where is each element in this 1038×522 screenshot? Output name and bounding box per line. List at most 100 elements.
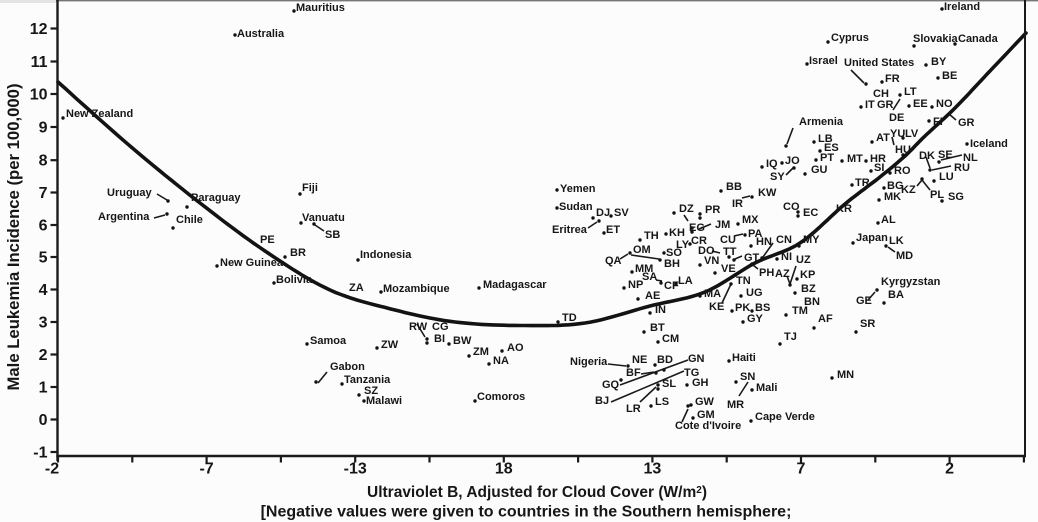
svg-text:SV: SV xyxy=(614,207,629,219)
svg-text:GE: GE xyxy=(856,295,872,307)
svg-text:Japan: Japan xyxy=(856,232,888,244)
svg-text:12: 12 xyxy=(30,21,48,38)
svg-text:AZ: AZ xyxy=(775,268,790,280)
svg-text:IT: IT xyxy=(865,99,875,111)
svg-text:BR: BR xyxy=(290,247,306,259)
svg-text:CR: CR xyxy=(691,235,707,247)
svg-text:JO: JO xyxy=(785,155,800,167)
svg-text:Chile: Chile xyxy=(176,214,203,226)
svg-text:BF: BF xyxy=(626,367,641,379)
svg-text:DO: DO xyxy=(698,245,715,257)
svg-text:IN: IN xyxy=(655,304,666,316)
svg-text:Sudan: Sudan xyxy=(559,201,593,213)
svg-text:ZW: ZW xyxy=(381,339,399,351)
svg-text:Israel: Israel xyxy=(809,55,838,67)
svg-text:TR: TR xyxy=(855,177,870,189)
svg-text:Indonesia: Indonesia xyxy=(360,249,412,261)
svg-text:Fiji: Fiji xyxy=(302,182,318,194)
svg-text:ZM: ZM xyxy=(473,346,489,358)
svg-text:AF: AF xyxy=(818,313,833,325)
svg-text:TT: TT xyxy=(723,246,737,258)
svg-text:BD: BD xyxy=(657,354,673,366)
svg-text:Haiti: Haiti xyxy=(732,352,756,364)
svg-text:TD: TD xyxy=(562,312,577,324)
svg-text:Samoa: Samoa xyxy=(310,335,347,347)
svg-text:KH: KH xyxy=(669,227,685,239)
svg-text:LV: LV xyxy=(905,128,919,140)
svg-text:BG: BG xyxy=(887,180,904,192)
svg-text:QA: QA xyxy=(605,255,622,267)
svg-text:PK: PK xyxy=(735,302,750,314)
svg-text:2: 2 xyxy=(39,347,48,364)
svg-text:BJ: BJ xyxy=(595,395,609,407)
svg-text:CU: CU xyxy=(720,234,736,246)
svg-text:18: 18 xyxy=(495,461,513,478)
svg-text:SR: SR xyxy=(860,318,875,330)
svg-text:MN: MN xyxy=(837,369,854,381)
svg-text:PL: PL xyxy=(930,189,944,201)
svg-text:LT: LT xyxy=(904,86,917,98)
svg-text:PH: PH xyxy=(759,267,774,279)
svg-text:HU: HU xyxy=(895,144,911,156)
svg-text:BN: BN xyxy=(804,296,820,308)
svg-text:GH: GH xyxy=(692,377,709,389)
svg-text:13: 13 xyxy=(644,461,662,478)
svg-text:NO: NO xyxy=(936,98,953,110)
svg-text:CO: CO xyxy=(783,201,800,213)
svg-text:HR: HR xyxy=(870,153,886,165)
svg-text:KZ: KZ xyxy=(901,184,916,196)
svg-text:-1: -1 xyxy=(33,444,47,461)
svg-text:Madagascar: Madagascar xyxy=(483,279,547,291)
svg-text:3: 3 xyxy=(39,314,48,331)
svg-text:Bolivia: Bolivia xyxy=(276,274,313,286)
svg-text:SA: SA xyxy=(642,271,657,283)
svg-text:YU: YU xyxy=(890,128,905,140)
svg-text:LB: LB xyxy=(818,133,833,145)
svg-text:4: 4 xyxy=(39,282,48,299)
svg-text:LS: LS xyxy=(655,396,669,408)
svg-text:LK: LK xyxy=(889,235,904,247)
svg-text:DZ: DZ xyxy=(679,203,694,215)
svg-text:Cape Verde: Cape Verde xyxy=(755,411,815,423)
svg-text:KR: KR xyxy=(836,203,852,215)
svg-text:BT: BT xyxy=(650,322,665,334)
svg-text:0: 0 xyxy=(39,412,48,429)
svg-text:PT: PT xyxy=(820,152,834,164)
svg-text:BZ: BZ xyxy=(801,283,816,295)
svg-text:Comoros: Comoros xyxy=(477,391,525,403)
svg-text:5: 5 xyxy=(39,249,48,266)
svg-text:LU: LU xyxy=(939,171,954,183)
svg-text:BY: BY xyxy=(931,56,947,68)
svg-text:MK: MK xyxy=(884,191,901,203)
svg-text:RU: RU xyxy=(954,162,970,174)
svg-text:MY: MY xyxy=(803,234,820,246)
svg-text:7: 7 xyxy=(797,461,806,478)
svg-text:-13: -13 xyxy=(344,461,367,478)
svg-text:SB: SB xyxy=(325,229,340,241)
svg-text:Australia: Australia xyxy=(237,28,285,40)
svg-text:SE: SE xyxy=(938,149,953,161)
svg-text:SY: SY xyxy=(770,171,785,183)
svg-text:Cote d'Ivoire: Cote d'Ivoire xyxy=(675,420,741,432)
svg-text:CM: CM xyxy=(662,333,679,345)
svg-text:Eritrea: Eritrea xyxy=(552,224,588,236)
svg-text:BH: BH xyxy=(664,258,680,270)
svg-text:Kyrgyzstan: Kyrgyzstan xyxy=(881,276,941,288)
svg-text:BS: BS xyxy=(755,302,770,314)
svg-text:GR: GR xyxy=(958,117,975,129)
svg-text:AT: AT xyxy=(876,132,890,144)
svg-text:DE: DE xyxy=(889,112,904,124)
svg-text:New Guinea: New Guinea xyxy=(220,257,284,269)
svg-text:7: 7 xyxy=(39,185,48,202)
svg-text:2: 2 xyxy=(945,461,954,478)
svg-text:-7: -7 xyxy=(199,461,213,478)
svg-text:TJ: TJ xyxy=(784,331,797,343)
svg-text:OM: OM xyxy=(633,244,651,256)
svg-text:10: 10 xyxy=(30,86,48,103)
svg-text:VN: VN xyxy=(704,255,719,267)
svg-text:BW: BW xyxy=(453,335,472,347)
svg-text:VE: VE xyxy=(721,263,736,275)
svg-text:NE: NE xyxy=(632,354,647,366)
svg-text:SI: SI xyxy=(874,162,884,174)
svg-text:CH: CH xyxy=(873,88,889,100)
